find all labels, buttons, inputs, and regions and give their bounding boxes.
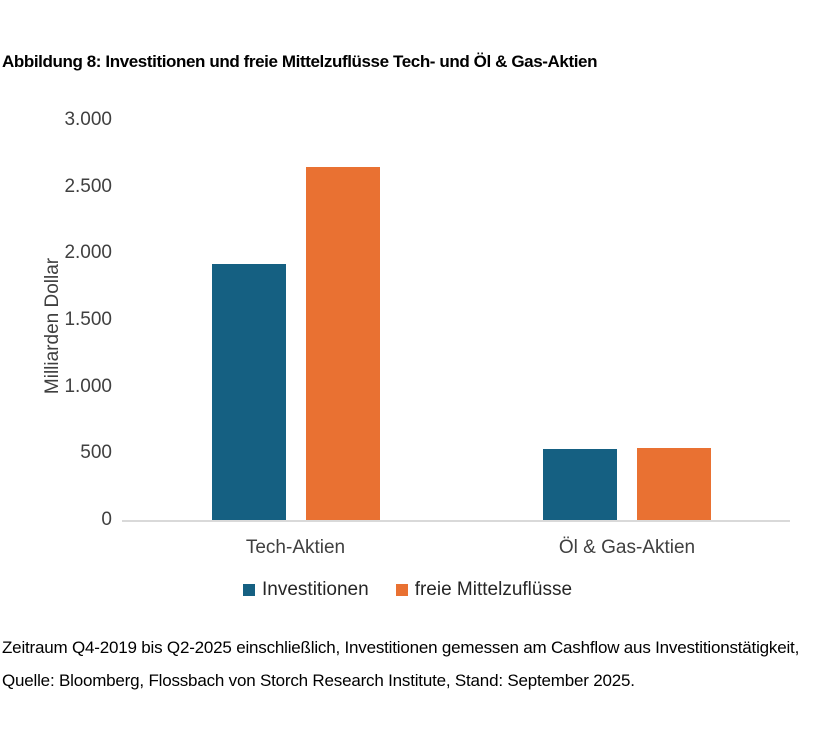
y-tick-label: 3.000 bbox=[64, 109, 112, 130]
chart-title: Abbildung 8: Investitionen und freie Mit… bbox=[2, 52, 598, 71]
y-tick-label: 1.000 bbox=[64, 375, 112, 397]
y-tick-label: 1.500 bbox=[64, 309, 112, 330]
bar-freie-mittelzuflüsse-tech-aktien bbox=[305, 166, 380, 520]
footnote-line-2: Quelle: Bloomberg, Flossbach von Storch … bbox=[2, 671, 635, 690]
y-tick-label: 2.000 bbox=[64, 242, 112, 264]
footnote: Zeitraum Q4-2019 bis Q2-2025 einschließl… bbox=[2, 631, 818, 697]
plot-area bbox=[122, 120, 790, 522]
legend-label: freie Mittelzuflüsse bbox=[414, 579, 573, 600]
bar-investitionen-öl-gas-aktien bbox=[543, 449, 617, 520]
x-category-label-tech-aktien: Tech-Aktien bbox=[245, 537, 346, 558]
legend-item-investitionen: Investitionen bbox=[243, 579, 369, 601]
y-tick-label: 0 bbox=[101, 509, 112, 530]
legend-swatch-investitionen bbox=[243, 584, 255, 596]
legend-label: Investitionen bbox=[262, 579, 369, 600]
bar-investitionen-tech-aktien bbox=[211, 264, 286, 520]
legend-swatch-freie-mittelzuflüsse bbox=[395, 584, 408, 596]
footnote-line-1: Zeitraum Q4-2019 bis Q2-2025 einschließl… bbox=[2, 638, 800, 657]
legend: Investitionen freie Mittelzuflüsse bbox=[243, 579, 572, 601]
y-tick-label: 500 bbox=[80, 442, 112, 464]
legend-item-freie-mittelzuflüsse: freie Mittelzuflüsse bbox=[395, 579, 573, 601]
bar-freie-mittelzuflüsse-öl-gas-aktien bbox=[637, 448, 711, 520]
x-category-label-öl-gas-aktien: Öl & Gas-Aktien bbox=[558, 537, 696, 558]
y-tick-label: 2.500 bbox=[64, 175, 112, 197]
